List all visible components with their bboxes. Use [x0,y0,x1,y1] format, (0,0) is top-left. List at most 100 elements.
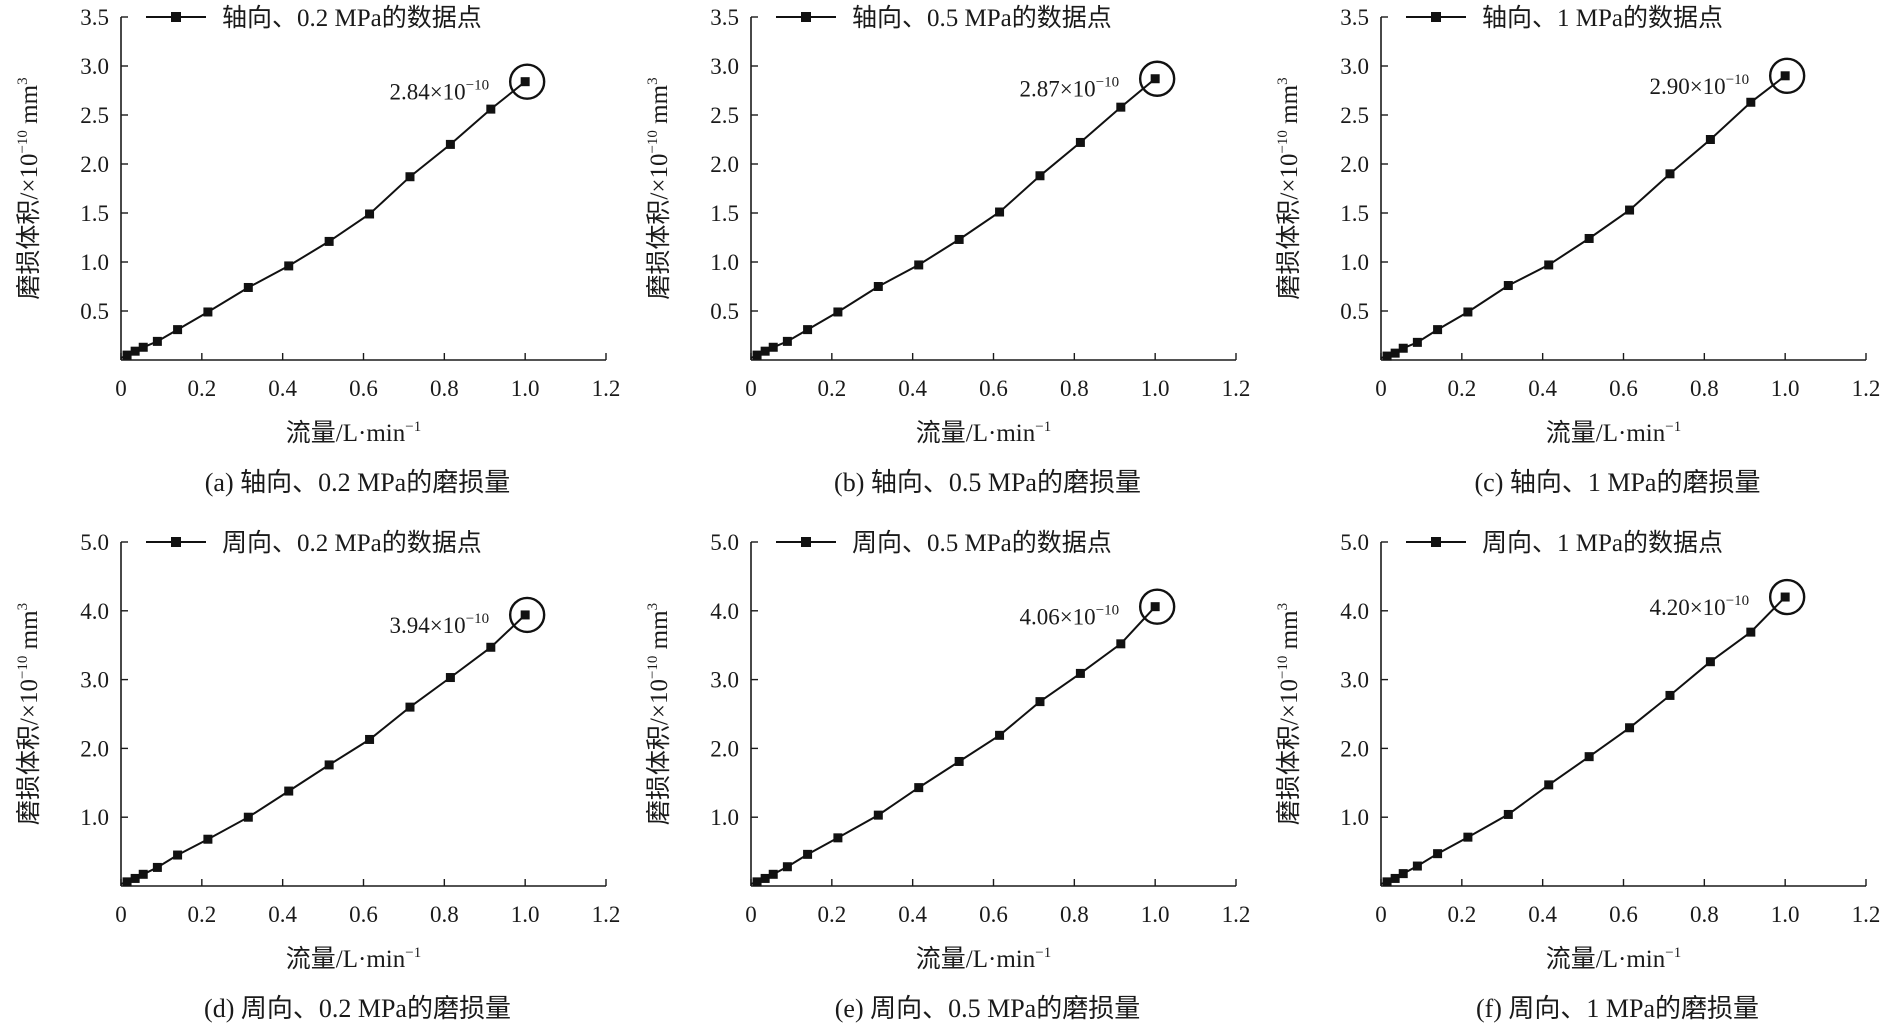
x-axis-title-text: 流量/L·min [916,945,1036,973]
x-tick-label: 0.8 [430,376,459,401]
data-point [914,260,924,270]
data-point [1780,592,1790,602]
x-tick-label: 0.2 [187,902,216,927]
legend-label: 周向、0.2 MPa的数据点 [222,529,482,557]
peak-annotation: 4.20×10−10 [1649,593,1749,620]
panel-caption: (f) 周向、1 MPa的磨损量 [1476,994,1759,1023]
data-point [782,336,792,346]
y-tick-label: 4.0 [710,599,739,624]
data-point [768,869,778,879]
x-tick-label: 0.8 [1060,376,1089,401]
legend-marker [1431,537,1441,547]
y-tick-label: 4.0 [80,599,109,624]
y-axis-title-sup: 3 [15,77,31,85]
x-axis-title: 流量/L·min−1 [916,419,1051,447]
y-tick-label: 1.0 [710,250,739,275]
x-tick-label: 1.0 [1771,902,1800,927]
chart-panel: 0 0.2 0.4 0.6 0.8 1.0 1.2 1.0 2.0 3.0 4.0 5.0 流量/L·m… [1275,529,1880,1023]
series-line [1380,75,1786,359]
data-point [445,673,455,683]
y-tick-label: 3.5 [1340,5,1369,30]
y-axis-title: 磨损体积/×10−10 mm3 [1275,603,1303,825]
peak-annotation-value: 2.84×10 [389,80,465,105]
y-tick-label: 1.5 [1340,201,1369,226]
y-tick-label: 3.0 [80,54,109,79]
y-axis-title-text: 磨损体积/×10 [15,679,43,825]
data-point [1705,657,1715,667]
callout-circle [1768,578,1806,616]
data-point [365,209,375,219]
data-point [1503,809,1513,819]
data-point [1382,351,1392,361]
data-point [1390,873,1400,883]
y-axis-title-text: 磨损体积/×10 [645,679,673,825]
x-tick-label: 0.2 [187,376,216,401]
data-point [173,850,183,860]
x-axis-title: 流量/L·min−1 [286,945,421,973]
data-point [1705,135,1715,144]
y-tick-label: 3.0 [80,668,109,693]
data-point [122,350,132,360]
y-tick-label: 2.0 [80,736,109,761]
y-tick-label: 3.0 [710,54,739,79]
data-point [1412,861,1422,871]
y-axis-title-unit: mm [1276,610,1303,656]
callout-circle [508,596,546,634]
x-axis-title: 流量/L·min−1 [916,945,1051,973]
data-point [365,734,375,744]
y-tick-label: 1.0 [1340,250,1369,275]
x-tick-label: 1.2 [1222,376,1251,401]
chart-panel: 0 0.2 0.4 0.6 0.8 1.0 1.2 1.0 2.0 3.0 4.0 5.0 流量/L·m… [645,529,1250,1023]
data-point [122,877,132,887]
y-axis-title-unit: mm [646,84,673,130]
peak-annotation-exponent: −10 [1096,603,1119,619]
x-tick-label: 0 [1375,376,1387,401]
y-tick-label: 5.0 [710,530,739,555]
x-tick-label: 0.4 [268,376,297,401]
x-tick-label: 1.2 [1222,902,1251,927]
x-tick-label: 0.4 [898,902,927,927]
y-axis-title-sup: −10 [15,130,31,153]
y-tick-label: 0.5 [710,299,739,324]
x-tick-label: 0 [115,902,127,927]
x-axis-title-sup: −1 [1035,945,1051,961]
peak-annotation-value: 2.90×10 [1649,74,1725,99]
data-point [1433,325,1443,335]
y-tick-label: 2.0 [1340,152,1369,177]
x-tick-label: 0.6 [1609,376,1638,401]
y-tick-label: 3.0 [710,668,739,693]
data-point [152,336,162,346]
legend-label: 轴向、0.2 MPa的数据点 [222,4,482,32]
data-point [752,877,762,887]
data-point [243,812,253,822]
y-tick-label: 2.0 [1340,736,1369,761]
data-point [873,282,883,291]
data-point [138,342,148,352]
y-axis-title-sup: 3 [645,603,661,611]
data-point [995,730,1005,740]
panel-caption: (d) 周向、0.2 MPa的磨损量 [204,994,511,1023]
data-point [130,346,140,356]
data-point [486,104,496,114]
peak-annotation-value: 2.87×10 [1019,77,1095,102]
x-tick-label: 0.6 [1609,902,1638,927]
y-tick-label: 5.0 [1340,530,1369,555]
x-tick-label: 0 [745,902,757,927]
x-axis-title-text: 流量/L·min [1546,419,1666,447]
data-point [1433,849,1443,859]
data-point [1116,639,1126,649]
x-axis-title-sup: −1 [1665,945,1681,961]
y-axis-title-sup: −10 [645,656,661,679]
data-point [1625,723,1635,733]
data-point [1584,233,1594,243]
series-line [120,80,526,359]
x-tick-label: 0.4 [1528,376,1557,401]
data-point [1463,832,1473,842]
data-point [1382,877,1392,887]
y-axis-title-text: 磨损体积/×10 [1275,154,1303,300]
data-point [1412,337,1422,347]
panel-caption: (b) 轴向、0.5 MPa的磨损量 [834,468,1141,497]
data-point [324,760,334,770]
data-point [1075,137,1085,147]
data-point [803,325,813,335]
